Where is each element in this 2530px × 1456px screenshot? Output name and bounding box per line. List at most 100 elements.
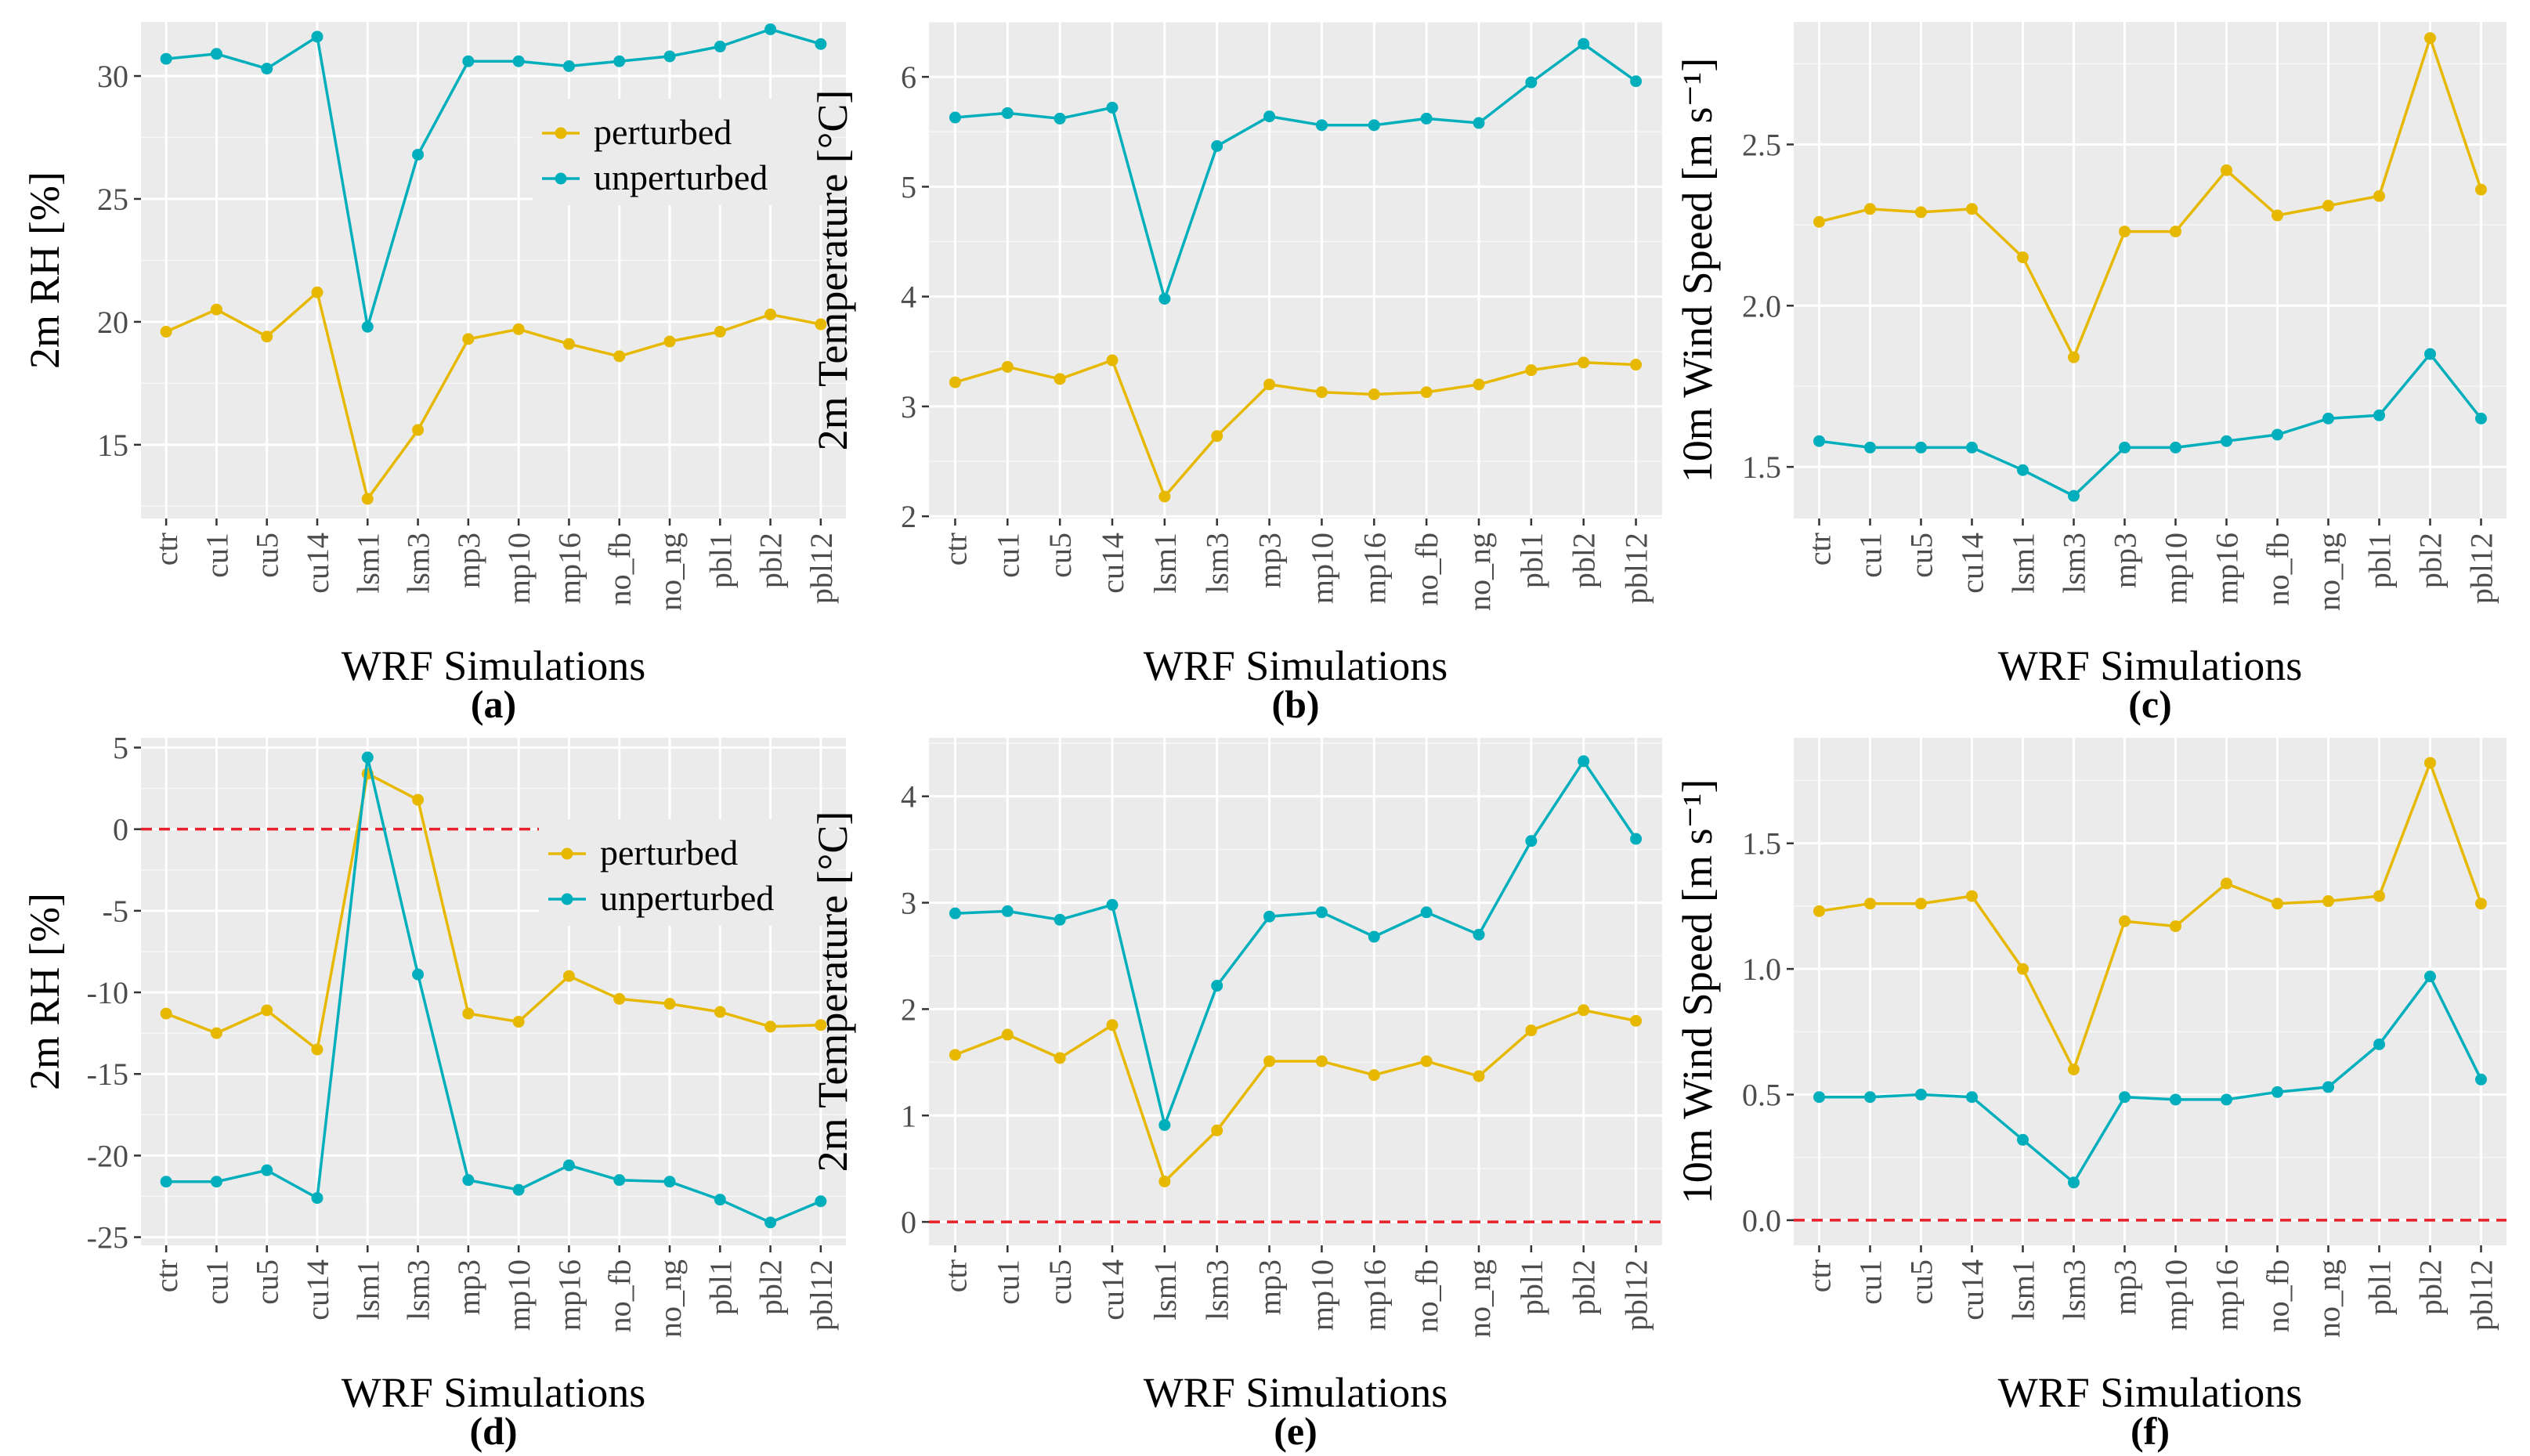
- data-point-unperturbed: [663, 1176, 676, 1188]
- x-tick-label: lsm1: [2006, 533, 2041, 594]
- data-point-unperturbed: [1368, 119, 1380, 132]
- x-tick-label: cu14: [300, 533, 335, 594]
- x-tick-label: cu1: [1853, 533, 1888, 578]
- y-axis-title: 2m RH [%]: [21, 893, 68, 1090]
- x-tick-label: pbl2: [1567, 533, 1602, 588]
- data-point-unperturbed: [2119, 1091, 2131, 1104]
- data-point-perturbed: [2068, 1063, 2080, 1075]
- data-point-unperturbed: [2017, 1133, 2029, 1146]
- data-point-perturbed: [1106, 1019, 1119, 1031]
- data-point-perturbed: [311, 286, 323, 298]
- y-tick-label: 3: [901, 886, 916, 921]
- x-tick-label: pbl12: [2464, 533, 2499, 604]
- x-tick-label: no_fb: [602, 533, 638, 605]
- y-tick-label: -20: [87, 1138, 128, 1173]
- x-tick-label: no_ng: [2311, 533, 2347, 611]
- x-tick-label: cu1: [990, 1259, 1025, 1305]
- data-point-perturbed: [1915, 206, 1927, 219]
- data-point-perturbed: [613, 350, 626, 363]
- data-point-perturbed: [361, 493, 374, 505]
- data-point-unperturbed: [1915, 441, 1927, 453]
- data-point-perturbed: [1315, 386, 1328, 399]
- x-tick-label: mp16: [1357, 1259, 1392, 1331]
- legend-label: perturbed: [594, 112, 732, 152]
- data-point-unperturbed: [2424, 970, 2436, 983]
- y-axis-title: 2m Temperature [°C]: [809, 811, 856, 1172]
- data-point-unperturbed: [311, 1192, 323, 1205]
- data-point-perturbed: [1813, 215, 1825, 228]
- legend-key-point: [561, 847, 573, 860]
- data-point-unperturbed: [261, 63, 273, 75]
- data-point-unperturbed: [2017, 464, 2029, 476]
- data-point-unperturbed: [2475, 1073, 2487, 1086]
- data-point-unperturbed: [815, 1195, 827, 1208]
- data-point-unperturbed: [1813, 1091, 1825, 1104]
- plot-background: [1794, 738, 2507, 1245]
- data-point-perturbed: [2017, 963, 2029, 975]
- series-line-unperturbed: [1819, 974, 2483, 1185]
- data-point-perturbed: [613, 992, 626, 1005]
- data-point-perturbed: [1473, 1070, 1485, 1082]
- panel-label: (a): [471, 682, 516, 726]
- panel-label: (b): [1271, 682, 1319, 726]
- x-tick-label: cu14: [1095, 1259, 1130, 1321]
- x-tick-label: pbl12: [2464, 1259, 2499, 1331]
- series-line-unperturbed: [166, 757, 822, 1224]
- x-tick-label: ctr: [938, 533, 973, 565]
- x-axis-title: WRF Simulations: [342, 1369, 646, 1416]
- data-point-unperturbed: [2322, 1081, 2334, 1093]
- y-axis-title: 10m Wind Speed [m s⁻¹]: [1674, 58, 1721, 482]
- data-point-unperturbed: [160, 1176, 172, 1188]
- x-tick-label: no_ng: [652, 533, 688, 611]
- legend-key-point: [555, 172, 567, 185]
- data-point-unperturbed: [1315, 906, 1328, 919]
- legend-label: unperturbed: [600, 878, 774, 918]
- x-tick-label: lsm3: [401, 533, 436, 594]
- x-tick-label: ctr: [1802, 1259, 1838, 1292]
- data-point-unperturbed: [462, 1174, 475, 1187]
- data-point-perturbed: [1158, 1175, 1171, 1187]
- data-point-unperturbed: [764, 23, 777, 35]
- data-point-perturbed: [1813, 905, 1825, 917]
- data-point-perturbed: [210, 1027, 222, 1039]
- data-point-perturbed: [1578, 356, 1590, 369]
- chart-panel: 0.0 0.5 1.0 1.5 ctr cu1 cu5 cu14 lsm1 lsm3 mp3 mp10…: [1674, 738, 2507, 1453]
- data-point-perturbed: [1054, 373, 1066, 385]
- data-point-unperturbed: [210, 1176, 222, 1188]
- data-point-unperturbed: [2272, 428, 2283, 441]
- y-tick-label: -15: [87, 1057, 128, 1092]
- y-tick-label: 5: [901, 169, 916, 204]
- data-point-unperturbed: [412, 148, 425, 161]
- data-point-perturbed: [764, 308, 777, 320]
- series-line-unperturbed: [955, 758, 1638, 1130]
- data-point-perturbed: [1001, 1028, 1014, 1041]
- x-tick-label: cu5: [1904, 1259, 1939, 1305]
- data-point-perturbed: [2272, 898, 2283, 910]
- y-tick-label: 5: [113, 731, 128, 766]
- y-tick-label: 4: [901, 280, 916, 315]
- panel-label: (e): [1274, 1409, 1317, 1453]
- data-point-unperturbed: [1813, 435, 1825, 447]
- data-point-perturbed: [2272, 209, 2283, 222]
- series-line-perturbed: [165, 771, 821, 1053]
- x-tick-label: pbl1: [2362, 533, 2398, 588]
- data-point-unperturbed: [1211, 140, 1223, 152]
- y-tick-label: 15: [97, 428, 128, 463]
- data-point-perturbed: [2221, 164, 2232, 176]
- x-tick-label: no_fb: [1409, 1259, 1444, 1332]
- data-point-perturbed: [1368, 1069, 1380, 1082]
- y-tick-label: 6: [901, 60, 916, 95]
- data-point-unperturbed: [2475, 412, 2487, 425]
- data-point-perturbed: [1630, 359, 1643, 371]
- x-axis-title: WRF Simulations: [1998, 642, 2303, 689]
- data-point-unperturbed: [462, 55, 475, 67]
- x-tick-label: mp3: [451, 1259, 486, 1315]
- data-point-perturbed: [1106, 354, 1119, 367]
- data-point-perturbed: [1420, 1055, 1433, 1068]
- x-tick-label: cu5: [250, 533, 285, 578]
- data-point-perturbed: [311, 1043, 323, 1056]
- data-point-unperturbed: [2322, 412, 2334, 425]
- data-point-perturbed: [2475, 898, 2487, 910]
- x-tick-label: mp10: [2159, 533, 2194, 604]
